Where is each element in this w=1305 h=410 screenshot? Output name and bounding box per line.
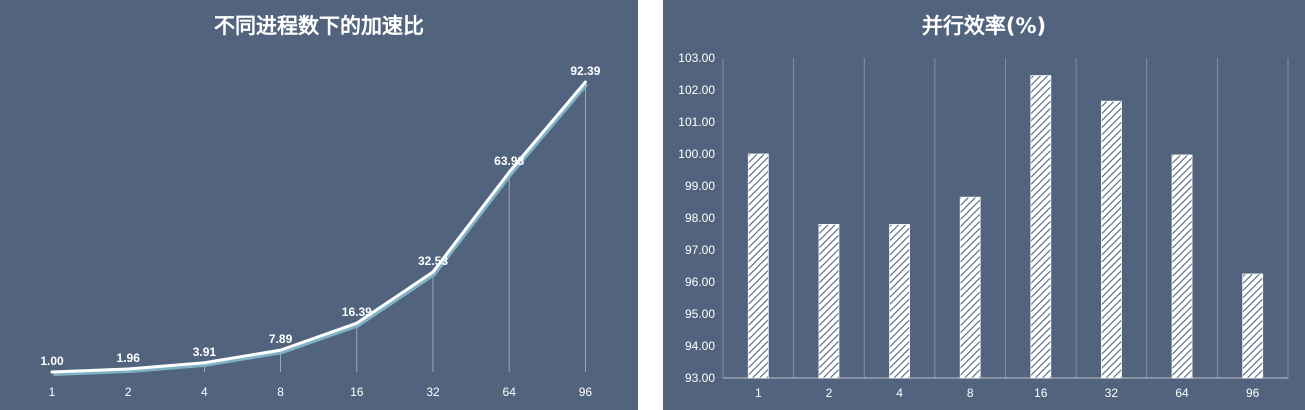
x-tick-label: 32	[426, 385, 440, 399]
data-label: 16.39	[342, 305, 372, 319]
y-tick-label: 99.00	[685, 179, 715, 193]
x-tick-label: 32	[1105, 386, 1119, 400]
data-point	[202, 361, 206, 365]
x-tick-label: 1	[49, 385, 56, 399]
x-tick-label: 8	[967, 386, 974, 400]
speedup-chart-title: 不同进程数下的加速比	[214, 14, 424, 38]
bar	[1171, 154, 1193, 379]
x-tick-label: 16	[350, 385, 364, 399]
y-tick-label: 102.00	[678, 83, 715, 97]
x-tick-label: 8	[277, 385, 284, 399]
efficiency-bar-chart: 93.00 94.00 95.00 96.00 97.00 98.00 99.00 100.0…	[678, 51, 1289, 400]
y-tick-label: 93.00	[685, 371, 715, 385]
y-tick-label: 101.00	[678, 115, 715, 129]
series-line-shadow	[53, 83, 589, 376]
efficiency-chart-panel: 并行效率(%) 93.00 94.00 95.00 96.00 97.00 98.00 99…	[663, 0, 1305, 410]
y-tick-label: 96.00	[685, 275, 715, 289]
x-tick-label: 4	[896, 386, 903, 400]
data-point	[431, 270, 435, 274]
speedup-line-chart: 1.00 1.96 3.91 7.89 16.39 32.53 63.98 92.39 1 2 4 8…	[40, 64, 600, 399]
data-label: 1.00	[40, 354, 64, 368]
bar	[747, 153, 769, 379]
x-tick-label: 64	[503, 385, 517, 399]
data-point	[507, 170, 511, 174]
x-tick-label: 96	[579, 385, 593, 399]
bar	[1101, 100, 1122, 379]
y-tick-label: 98.00	[685, 211, 715, 225]
y-tick-label: 97.00	[685, 243, 715, 257]
y-tick-label: 100.00	[678, 147, 715, 161]
bar	[959, 196, 981, 379]
data-label: 92.39	[570, 64, 600, 78]
y-tick-label: 95.00	[685, 307, 715, 321]
data-point	[279, 348, 283, 352]
data-label: 1.96	[117, 351, 141, 365]
data-point	[355, 321, 359, 325]
data-point	[50, 370, 54, 374]
data-label: 32.53	[418, 254, 448, 268]
y-tick-label: 94.00	[685, 339, 715, 353]
data-label: 7.89	[269, 332, 293, 346]
data-label: 63.98	[494, 154, 524, 168]
x-tick-label: 2	[826, 386, 833, 400]
x-tick-label: 96	[1246, 386, 1260, 400]
efficiency-chart-title: 并行效率(%)	[921, 14, 1047, 38]
data-point	[583, 80, 587, 84]
speedup-chart-panel: 不同进程数下的加速比 1.00 1.96 3.91 7.89 16.39 32.53 63.…	[0, 0, 638, 410]
bar	[1242, 273, 1264, 379]
series-line	[51, 81, 587, 374]
x-tick-label: 2	[125, 385, 132, 399]
y-tick-label: 103.00	[678, 51, 715, 65]
bar	[1030, 75, 1052, 379]
x-tick-label: 64	[1175, 386, 1189, 400]
bar	[818, 223, 840, 379]
x-tick-label: 4	[201, 385, 208, 399]
x-tick-label: 16	[1034, 386, 1048, 400]
data-label: 3.91	[193, 345, 217, 359]
data-point	[126, 367, 130, 371]
x-tick-label: 1	[755, 386, 762, 400]
bar	[889, 223, 910, 379]
